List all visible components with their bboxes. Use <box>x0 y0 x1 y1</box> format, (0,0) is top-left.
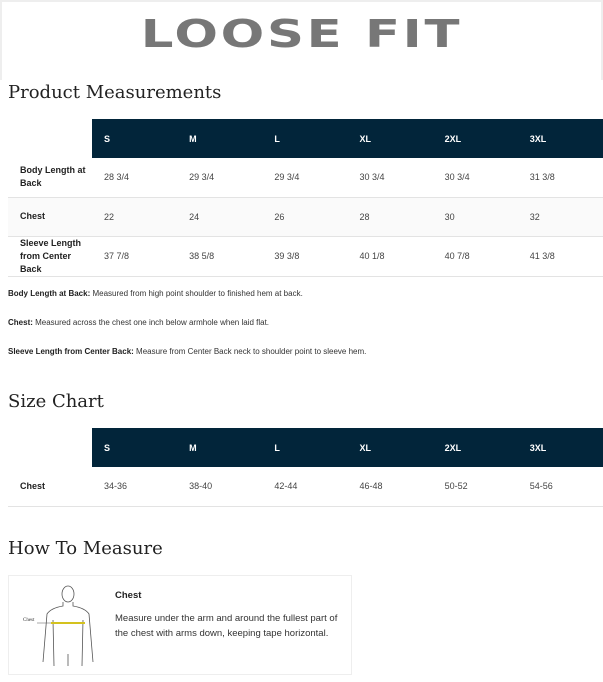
cell: 39 3/8 <box>262 236 348 277</box>
row-label: Chest <box>8 467 92 507</box>
cell: 32 <box>517 197 603 237</box>
table-row: Body Length at Back 28 3/4 29 3/4 29 3/4… <box>8 158 603 198</box>
cell: 34-36 <box>92 467 178 507</box>
cell: 38-40 <box>177 467 263 507</box>
cell: 30 3/4 <box>347 158 433 198</box>
size-header: 2XL <box>432 119 518 158</box>
row-label: Sleeve Length from Center Back <box>8 236 92 277</box>
note-chest: Chest: Measured across the chest one inc… <box>8 318 270 327</box>
table-row: Chest 34-36 38-40 42-44 46-48 50-52 54-5… <box>8 467 603 507</box>
header-row: S M L XL 2XL 3XL <box>8 428 603 467</box>
size-header: 3XL <box>517 119 603 158</box>
table-row: Sleeve Length from Center Back 37 7/8 38… <box>8 236 603 277</box>
cell: 26 <box>262 197 348 237</box>
cell: 50-52 <box>432 467 518 507</box>
size-header: XL <box>347 119 433 158</box>
note-sleeve: Sleeve Length from Center Back: Measure … <box>8 347 367 356</box>
cell: 41 3/8 <box>517 236 603 277</box>
how-to-measure-heading: How To Measure <box>8 538 163 559</box>
size-header: M <box>177 119 263 158</box>
measure-title: Chest <box>115 590 142 601</box>
banner-title: LOOSE FIT <box>140 12 463 56</box>
cell: 38 5/8 <box>177 236 263 277</box>
cell: 46-48 <box>347 467 433 507</box>
header-row: S M L XL 2XL 3XL <box>8 119 603 158</box>
cell: 31 3/8 <box>517 158 603 198</box>
size-header: L <box>262 428 348 467</box>
banner: LOOSE FIT <box>0 0 603 80</box>
table-row: Chest 22 24 26 28 30 32 <box>8 197 603 237</box>
size-header: L <box>262 119 348 158</box>
cell: 28 <box>347 197 433 237</box>
size-header: M <box>177 428 263 467</box>
figure-label: Chest <box>23 618 35 623</box>
size-header: S <box>92 428 178 467</box>
size-header: S <box>92 119 178 158</box>
cell: 42-44 <box>262 467 348 507</box>
measure-text: Measure under the arm and around the ful… <box>115 613 338 639</box>
product-measurements-table: S M L XL 2XL 3XL Body Length at Back 28 … <box>8 119 603 277</box>
note-body-length: Body Length at Back: Measured from high … <box>8 289 303 298</box>
cell: 54-56 <box>517 467 603 507</box>
measure-card: Chest Chest Measure under the arm and ar… <box>8 575 352 675</box>
body-figure-illustration: Chest <box>23 585 94 666</box>
cell: 30 <box>432 197 518 237</box>
cell: 24 <box>177 197 263 237</box>
size-header: XL <box>347 428 433 467</box>
cell: 40 1/8 <box>347 236 433 277</box>
size-header: 3XL <box>517 428 603 467</box>
cell: 29 3/4 <box>177 158 263 198</box>
cell: 30 3/4 <box>432 158 518 198</box>
cell: 29 3/4 <box>262 158 348 198</box>
size-chart-heading: Size Chart <box>8 391 104 412</box>
product-measurements-heading: Product Measurements <box>8 82 222 103</box>
cell: 37 7/8 <box>92 236 178 277</box>
row-label: Chest <box>8 197 92 237</box>
size-header: 2XL <box>432 428 518 467</box>
row-label: Body Length at Back <box>8 158 92 198</box>
cell: 40 7/8 <box>432 236 518 277</box>
cell: 28 3/4 <box>92 158 178 198</box>
size-chart-table: S M L XL 2XL 3XL Chest 34-36 38-40 42-44… <box>8 428 603 507</box>
cell: 22 <box>92 197 178 237</box>
